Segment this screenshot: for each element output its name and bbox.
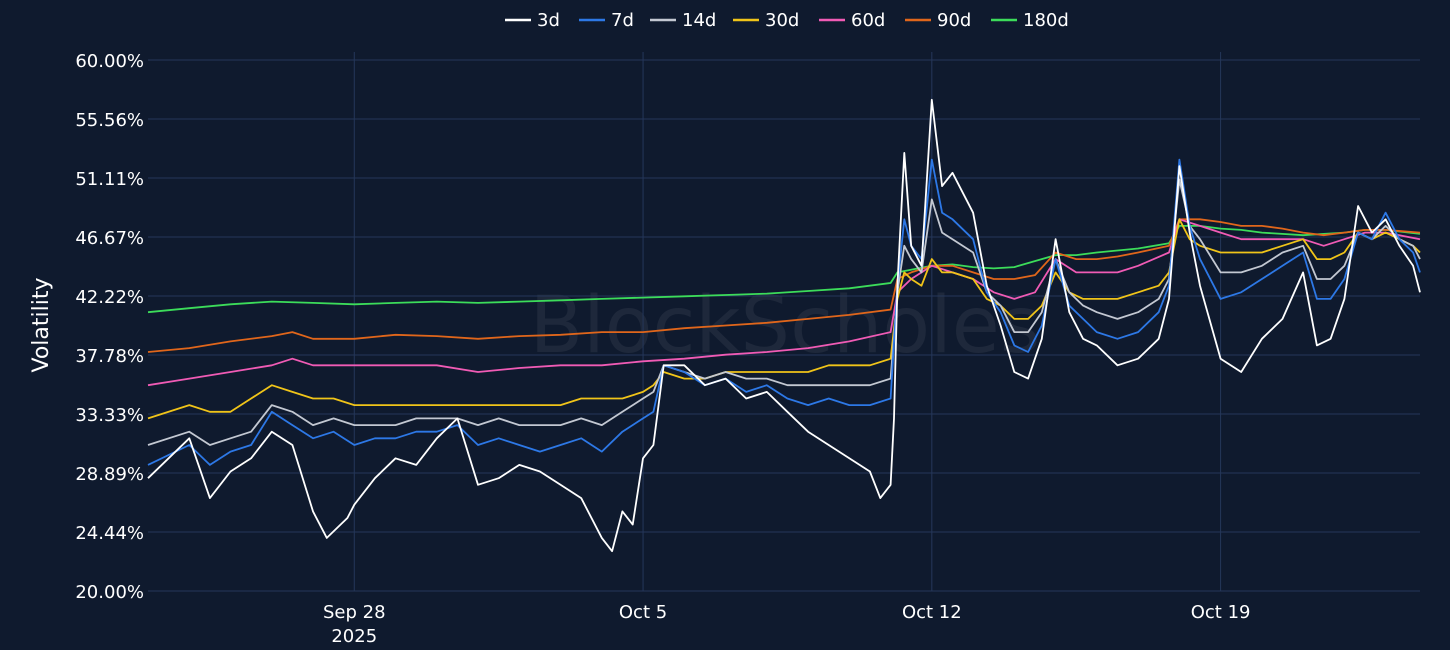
y-tick-label: 37.78% — [75, 346, 144, 367]
legend-item-3d[interactable]: 3d — [505, 10, 560, 31]
legend-item-90d[interactable]: 90d — [905, 10, 971, 31]
legend-label: 14d — [682, 10, 716, 31]
series-line-60d — [147, 218, 1421, 387]
y-axis-title: Volatility — [29, 277, 54, 372]
x-tick-label: Sep 28 — [323, 602, 386, 623]
y-tick-label: 60.00% — [75, 51, 144, 72]
x-tick-label: Oct 19 — [1191, 602, 1251, 623]
legend-label: 90d — [937, 10, 971, 31]
x-tick-sublabel: 2025 — [331, 626, 377, 647]
y-tick-label: 28.89% — [75, 464, 144, 485]
x-axis-ticks: Sep 28 2025 Oct 5 Oct 12 Oct 19 — [323, 602, 1250, 647]
legend-label: 30d — [765, 10, 799, 31]
y-tick-label: 42.22% — [75, 287, 144, 308]
series-lines — [147, 98, 1421, 553]
legend[interactable]: 3d 7d 14d 30d 60d 90d 180d — [505, 10, 1069, 31]
legend-item-30d[interactable]: 30d — [733, 10, 799, 31]
x-tick-label: Oct 12 — [902, 602, 962, 623]
y-tick-label: 46.67% — [75, 228, 144, 249]
legend-item-180d[interactable]: 180d — [991, 10, 1069, 31]
y-tick-label: 20.00% — [75, 582, 144, 603]
watermark: BlockScholes — [530, 281, 1041, 371]
series-line-180d — [147, 225, 1421, 314]
legend-label: 7d — [611, 10, 634, 31]
grid — [148, 52, 1420, 592]
y-axis-ticks: 20.00% 24.44% 28.89% 33.33% 37.78% 42.22% 46.6… — [75, 51, 144, 603]
y-tick-label: 24.44% — [75, 523, 144, 544]
series-line-90d — [147, 218, 1421, 353]
legend-item-7d[interactable]: 7d — [579, 10, 634, 31]
legend-label: 3d — [537, 10, 560, 31]
legend-item-60d[interactable]: 60d — [819, 10, 885, 31]
legend-label: 180d — [1023, 10, 1069, 31]
y-tick-label: 33.33% — [75, 405, 144, 426]
legend-label: 60d — [851, 10, 885, 31]
legend-item-14d[interactable]: 14d — [650, 10, 716, 31]
y-tick-label: 55.56% — [75, 110, 144, 131]
series-line-3d — [147, 98, 1421, 553]
x-tick-label: Oct 5 — [619, 602, 667, 623]
y-tick-label: 51.11% — [75, 169, 144, 190]
